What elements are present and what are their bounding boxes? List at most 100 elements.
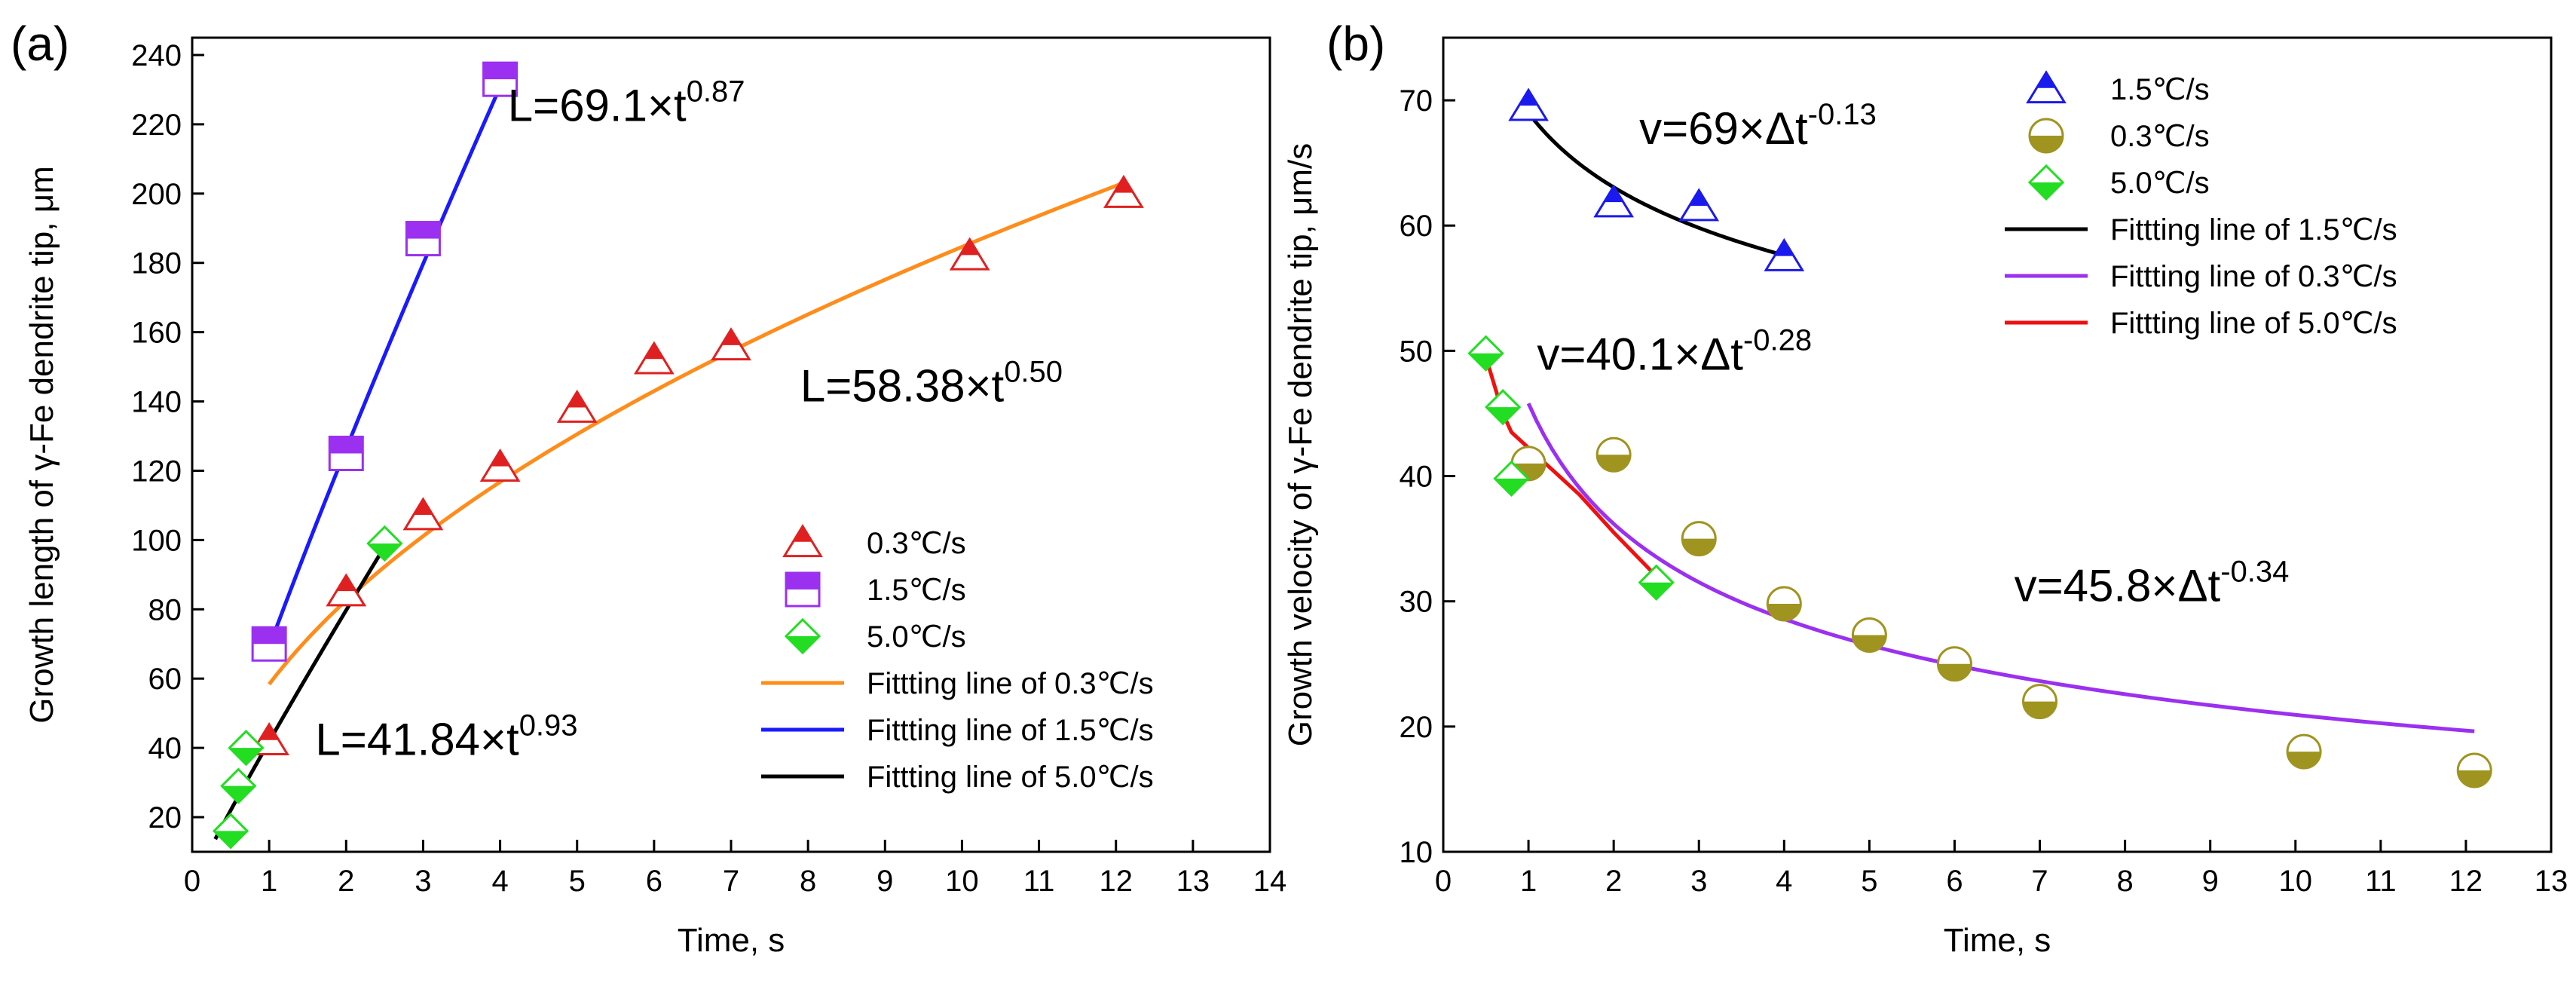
- x-tick-label: 12: [2449, 865, 2483, 898]
- data-point-series-1: [1593, 184, 1635, 218]
- data-point-series-1: [1764, 237, 1805, 271]
- y-tick-label: 240: [131, 39, 182, 72]
- x-tick-label: 2: [1605, 865, 1622, 898]
- data-point-series-2: [1766, 586, 1802, 622]
- y-tick-label: 220: [131, 109, 182, 142]
- equation-label-2: L=58.38×t0.50: [800, 356, 1063, 412]
- y-tick-label: 20: [1400, 711, 1433, 744]
- x-tick-label: 11: [1023, 865, 1055, 898]
- y-tick-label: 200: [131, 178, 182, 211]
- x-tick-label: 11: [2365, 865, 2397, 898]
- x-tick-label: 9: [877, 865, 893, 898]
- data-point-series-3: [1638, 564, 1675, 601]
- y-tick-label: 100: [131, 524, 182, 557]
- data-point-series-2: [482, 61, 519, 97]
- x-tick-label: 8: [2116, 865, 2133, 898]
- equation-label-1: v=69×Δt-0.13: [1639, 98, 1877, 154]
- legend-marker: [784, 617, 821, 655]
- x-tick-label: 5: [1861, 865, 1877, 898]
- data-point-series-3: [220, 767, 257, 804]
- data-point-series-3: [228, 730, 265, 767]
- legend-label: Fittting line of 1.5℃/s: [2110, 213, 2397, 246]
- y-tick-label: 140: [131, 386, 182, 419]
- y-tick-label: 30: [1400, 586, 1433, 619]
- x-tick-label: 6: [1946, 865, 1963, 898]
- data-point-series-1: [949, 237, 990, 271]
- data-point-series-2: [2456, 752, 2492, 788]
- x-tick-label: 4: [1776, 865, 1792, 898]
- legend-label: Fittting line of 0.3℃/s: [2110, 260, 2397, 293]
- equation-label-1: L=69.1×t0.87: [508, 75, 745, 130]
- legend: 1.5℃/s 0.3℃/s 5.0℃/s Fittting line of 1.5℃/…: [2005, 70, 2397, 340]
- y-tick-label: 60: [148, 663, 182, 696]
- legend-label: 5.0℃/s: [867, 620, 966, 654]
- x-tick-label: 13: [2535, 865, 2568, 898]
- x-tick-label: 0: [184, 865, 200, 898]
- data-point-series-1: [402, 497, 444, 531]
- legend-label: 1.5℃/s: [867, 574, 966, 607]
- x-tick-label: 1: [1520, 865, 1537, 898]
- panel-label: (b): [1326, 17, 1385, 71]
- data-point-series-1: [633, 341, 675, 375]
- panel-label: (a): [11, 17, 69, 71]
- chart-1: 0 1 2 3 4 5 6 7 8 9 10 11 12 13 1420406080100120140160…: [11, 17, 1286, 959]
- x-tick-label: 5: [569, 865, 586, 898]
- data-point-series-2: [1681, 521, 1717, 557]
- y-tick-label: 40: [148, 732, 182, 765]
- legend-marker: [2026, 70, 2067, 104]
- y-tick-label: 10: [1400, 836, 1433, 869]
- data-point-series-1: [1508, 87, 1549, 121]
- legend-label: 0.3℃/s: [867, 527, 966, 560]
- legend-label: Fittting line of 0.3℃/s: [867, 667, 1154, 700]
- data-point-series-2: [1936, 646, 1972, 682]
- x-axis-label: Time, s: [678, 922, 785, 959]
- x-tick-label: 0: [1435, 865, 1452, 898]
- x-tick-label: 6: [646, 865, 662, 898]
- x-tick-label: 1: [261, 865, 277, 898]
- legend-marker: [2027, 164, 2065, 201]
- data-point-series-2: [405, 221, 441, 257]
- y-axis-label: Growth length of γ-Fe dendrite tip, μm: [23, 166, 60, 723]
- data-point-series-2: [328, 435, 364, 471]
- x-tick-label: 3: [1690, 865, 1707, 898]
- data-point-series-2: [1851, 617, 1887, 654]
- x-tick-label: 10: [945, 865, 979, 898]
- y-axis-label: Growth velocity of γ-Fe dendrite tip, μm…: [1282, 143, 1319, 747]
- y-tick-label: 40: [1400, 461, 1433, 494]
- data-point-series-1: [1678, 188, 1720, 222]
- equation-label-3: L=41.84×t0.93: [315, 709, 577, 764]
- legend-label: Fittting line of 5.0℃/s: [867, 761, 1154, 794]
- legend: 0.3℃/s 1.5℃/s 5.0℃/s Fittting line of 0.3℃/…: [761, 524, 1154, 794]
- legend-label: Fittting line of 1.5℃/s: [867, 714, 1154, 747]
- legend-label: Fittting line of 5.0℃/s: [2110, 307, 2397, 340]
- y-tick-label: 70: [1400, 84, 1433, 118]
- data-point-series-2: [2286, 733, 2322, 770]
- x-tick-label: 7: [723, 865, 739, 898]
- fit-line-1: [1527, 112, 1785, 258]
- fit-line-2: [1526, 403, 2475, 733]
- x-tick-label: 13: [1176, 865, 1210, 898]
- data-point-series-2: [1595, 436, 1632, 473]
- y-tick-label: 50: [1400, 335, 1433, 368]
- x-tick-label: 7: [2031, 865, 2048, 898]
- data-point-series-2: [251, 626, 287, 662]
- data-point-series-2: [2022, 684, 2058, 720]
- data-point-series-3: [366, 525, 403, 562]
- plot-frame: [1442, 36, 2553, 853]
- x-tick-label: 10: [2279, 865, 2313, 898]
- x-axis-label: Time, s: [1944, 922, 2051, 959]
- equation-label-2: v=40.1×Δt-0.28: [1537, 323, 1812, 379]
- data-point-series-3: [1485, 389, 1522, 426]
- legend-marker: [785, 571, 821, 608]
- data-point-series-1: [479, 448, 521, 482]
- data-point-series-1: [1103, 174, 1144, 208]
- equation-label-3: v=45.8×Δt-0.34: [2015, 556, 2290, 611]
- legend-marker: [2028, 118, 2064, 154]
- y-tick-label: 60: [1400, 210, 1433, 243]
- fit-line-1: [268, 181, 1124, 686]
- legend-label: 0.3℃/s: [2110, 120, 2210, 153]
- y-tick-label: 180: [131, 247, 182, 280]
- data-point-series-3: [1493, 460, 1530, 497]
